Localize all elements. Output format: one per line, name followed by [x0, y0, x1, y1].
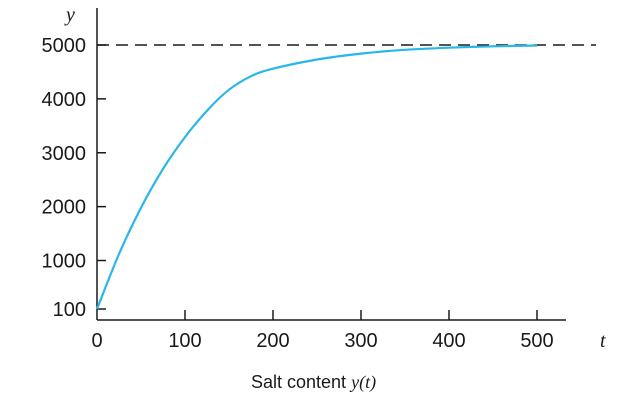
y-tick-label-2000: 2000 — [42, 197, 87, 219]
axes — [96, 8, 566, 321]
caption-argument: (t) — [359, 372, 376, 393]
x-tick-label-500: 500 — [520, 330, 553, 352]
caption-variable: y — [349, 372, 359, 392]
x-tick-label-300: 300 — [344, 330, 377, 352]
x-axis-label: t — [600, 330, 606, 352]
y-ticks: 100 1000 2000 3000 4000 5000 — [42, 35, 106, 321]
y-tick-label-5000: 5000 — [42, 35, 87, 57]
y-tick-label-3000: 3000 — [42, 143, 87, 165]
y-tick-label-1000: 1000 — [42, 251, 87, 273]
x-tick-label-200: 200 — [256, 330, 289, 352]
x-ticks: 0 100 200 300 400 500 — [91, 310, 554, 352]
series-line — [95, 44, 538, 310]
y-axis-label: y — [64, 4, 75, 26]
x-tick-label-0: 0 — [91, 330, 102, 352]
chart-caption: Salt content y(t) — [251, 372, 376, 393]
y-tick-label-100: 100 — [53, 299, 86, 321]
x-tick-label-100: 100 — [168, 330, 201, 352]
x-tick-label-400: 400 — [432, 330, 465, 352]
y-tick-label-4000: 4000 — [42, 89, 87, 111]
caption-text: Salt content — [251, 372, 351, 392]
